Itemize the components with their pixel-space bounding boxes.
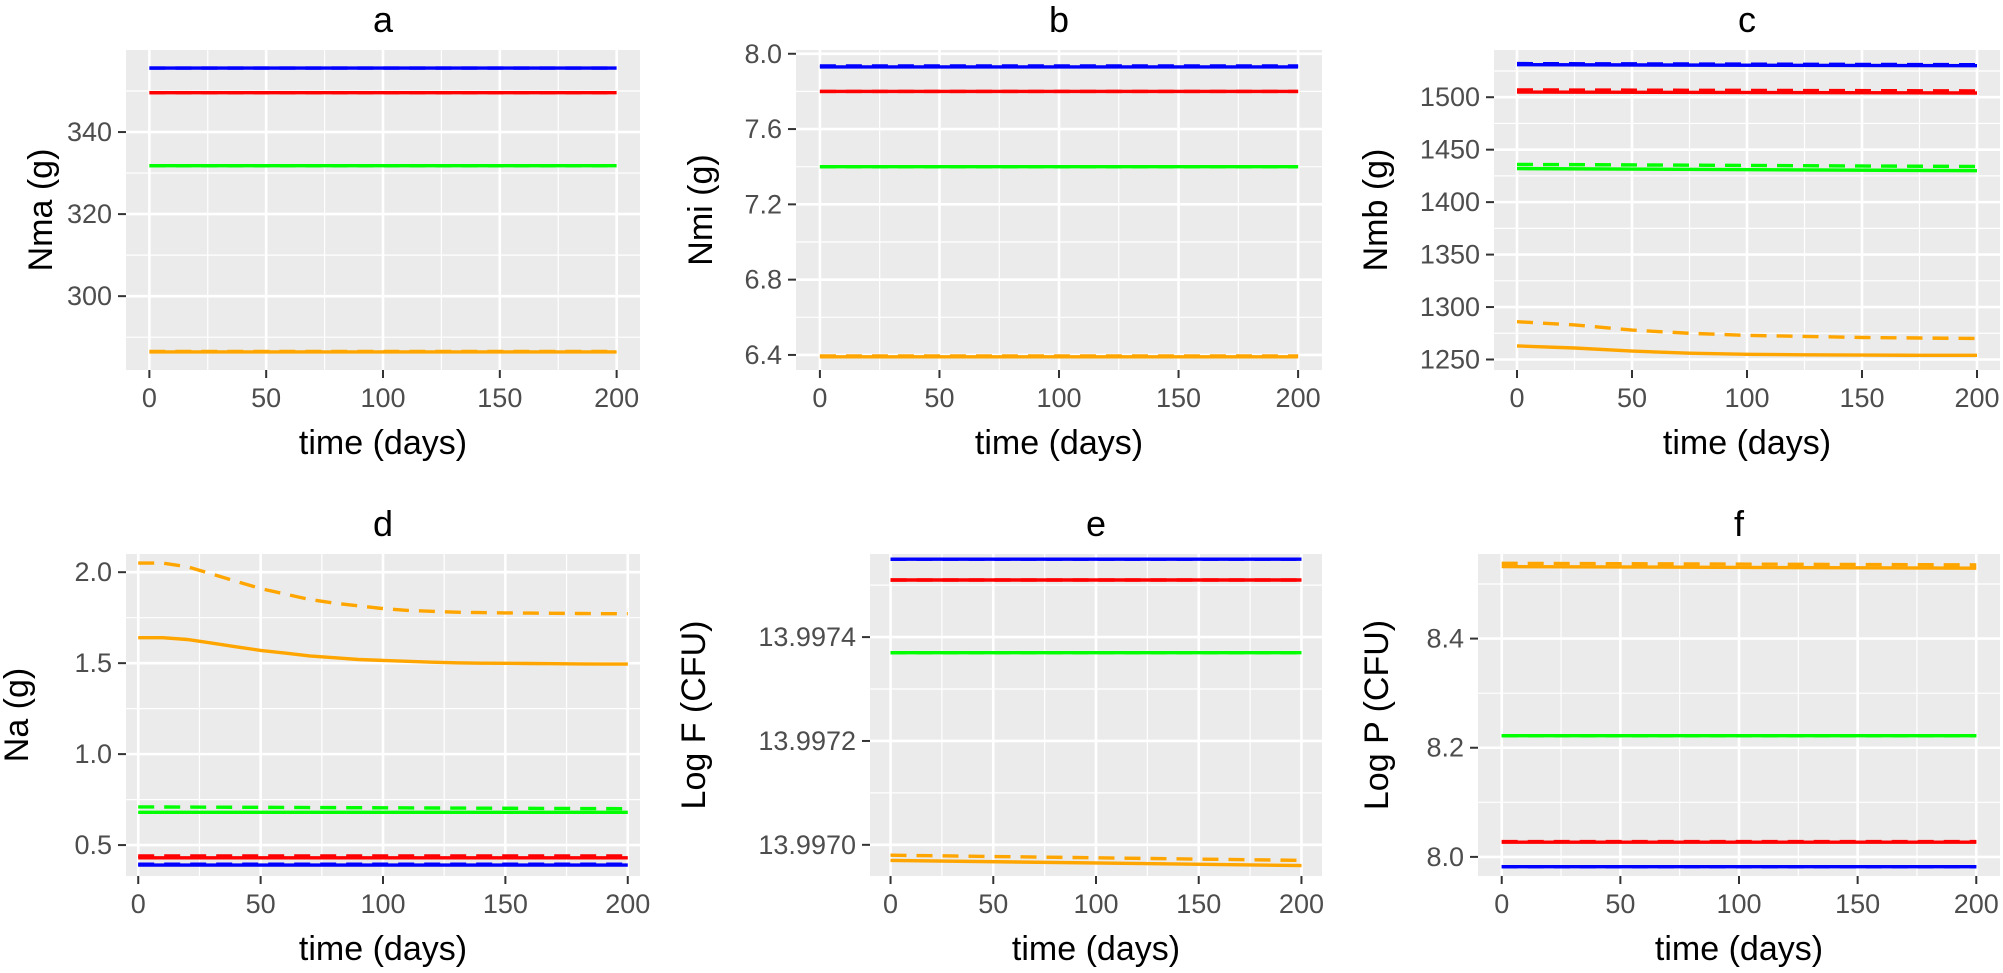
y-tick-label: 8.4 [1426, 624, 1464, 654]
series-line-6 [890, 858, 1302, 868]
x-tick-label: 0 [812, 383, 827, 413]
panel-f: 0 50 100 150 200 8.0 8.2 8.4 f time (days) Log P (… [1358, 503, 2000, 968]
x-tick-label: 100 [1036, 383, 1081, 413]
x-tick-label: 100 [1073, 889, 1118, 919]
series-line-7 [1501, 561, 1977, 567]
x-tick-label: 150 [1835, 889, 1880, 919]
panel-b: 0 50 100 150 200 6.4 6.8 7.2 7.6 8.0 b time (days) N… [682, 0, 1322, 462]
panel-title: c [1738, 0, 1756, 40]
y-tick-label: 1450 [1420, 135, 1480, 165]
panel-c: 0 50 100 150 200 1250 1300 1350 1400 1450 1500 c tim… [1357, 0, 2000, 462]
x-tick-label: 50 [978, 889, 1008, 919]
y-tick-label: 1.5 [74, 648, 112, 678]
x-tick-label: 50 [251, 383, 281, 413]
panel-title: a [373, 0, 394, 40]
x-tick-label: 100 [360, 383, 405, 413]
y-tick-label: 1350 [1420, 240, 1480, 270]
x-axis-title: time (days) [1655, 930, 1823, 968]
x-tick-label: 50 [924, 383, 954, 413]
y-tick-label: 13.9970 [758, 830, 856, 860]
x-tick-label: 200 [1954, 889, 1999, 919]
y-tick-label: 1.0 [74, 739, 112, 769]
x-tick-label: 200 [605, 889, 650, 919]
x-tick-label: 150 [483, 889, 528, 919]
series-line-7 [138, 561, 628, 616]
panel-e: 0 50 100 150 200 13.9970 13.9972 13.9974 e time (… [675, 503, 1324, 968]
x-tick-label: 50 [1617, 383, 1647, 413]
x-tick-label: 150 [477, 383, 522, 413]
x-tick-label: 200 [594, 383, 639, 413]
series-line-6 [138, 636, 628, 666]
y-axis-title: Nmi (g) [682, 154, 720, 265]
y-tick-label: 300 [67, 281, 112, 311]
y-axis-title: Log P (CFU) [1358, 620, 1396, 810]
panel-title: d [373, 503, 393, 544]
y-tick-label: 2.0 [74, 557, 112, 587]
y-tick-label: 340 [67, 117, 112, 147]
y-tick-label: 8.2 [1426, 733, 1464, 763]
x-axis-title: time (days) [299, 930, 467, 968]
x-tick-label: 200 [1954, 383, 1999, 413]
y-tick-label: 7.6 [744, 114, 782, 144]
x-tick-label: 50 [1605, 889, 1635, 919]
y-tick-label: 13.9972 [758, 726, 856, 756]
x-tick-label: 100 [1724, 383, 1769, 413]
y-axis-title: Nma (g) [22, 149, 60, 272]
x-tick-label: 0 [883, 889, 898, 919]
series-line-0 [1516, 63, 1978, 68]
series-line-6 [1501, 564, 1977, 570]
x-axis-title: time (days) [299, 424, 467, 462]
x-tick-label: 0 [142, 383, 157, 413]
series-line-5 [138, 805, 628, 811]
y-tick-label: 0.5 [74, 830, 112, 860]
y-tick-label: 6.8 [744, 265, 782, 295]
x-axis-title: time (days) [975, 424, 1143, 462]
series-line-6 [1516, 344, 1977, 357]
y-tick-label: 8.0 [744, 39, 782, 69]
x-tick-label: 0 [1509, 383, 1524, 413]
x-tick-label: 100 [360, 889, 405, 919]
panel-d: 0 50 100 150 200 0.5 1.0 1.5 2.0 d time (days) Na (… [0, 503, 650, 968]
y-tick-label: 8.0 [1426, 842, 1464, 872]
panel-title: b [1049, 0, 1069, 40]
y-axis-title: Log F (CFU) [675, 621, 713, 810]
y-axis-title: Nmb (g) [1357, 149, 1395, 272]
x-tick-label: 0 [131, 889, 146, 919]
y-tick-label: 13.9974 [758, 622, 856, 652]
y-tick-label: 1400 [1420, 187, 1480, 217]
series-line-7 [890, 853, 1302, 863]
x-tick-label: 150 [1156, 383, 1201, 413]
series-line-4 [1516, 166, 1978, 173]
panel-title: e [1086, 503, 1106, 544]
y-tick-label: 1300 [1420, 292, 1480, 322]
y-tick-label: 320 [67, 199, 112, 229]
panel-a: 0 50 100 150 200 300 320 340 a time (days) Nma (g) [22, 0, 640, 462]
x-tick-label: 100 [1716, 889, 1761, 919]
x-tick-label: 200 [1279, 889, 1324, 919]
y-tick-label: 7.2 [744, 189, 782, 219]
x-tick-label: 0 [1494, 889, 1509, 919]
x-axis-title: time (days) [1012, 930, 1180, 968]
y-axis-title: Na (g) [0, 668, 36, 762]
x-axis-title: time (days) [1663, 424, 1831, 462]
panel-title: f [1734, 503, 1745, 544]
y-tick-label: 1250 [1420, 345, 1480, 375]
y-tick-label: 6.4 [744, 340, 782, 370]
x-tick-label: 200 [1276, 383, 1321, 413]
x-tick-label: 150 [1839, 383, 1884, 413]
x-tick-label: 50 [246, 889, 276, 919]
y-tick-label: 1500 [1420, 82, 1480, 112]
x-tick-label: 150 [1176, 889, 1221, 919]
series-line-2 [1516, 90, 1978, 95]
